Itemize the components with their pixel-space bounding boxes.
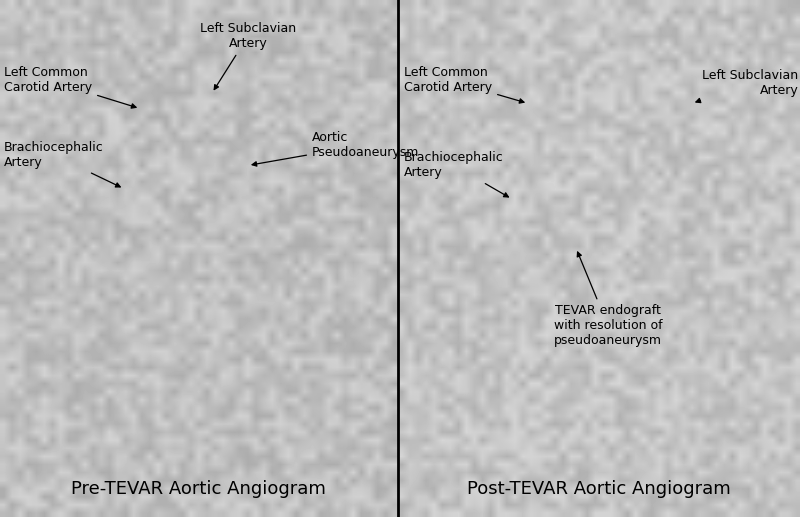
- Text: Brachiocephalic
Artery: Brachiocephalic Artery: [404, 151, 508, 197]
- Text: Left Subclavian
Artery: Left Subclavian Artery: [200, 22, 296, 89]
- Text: Pre-TEVAR Aortic Angiogram: Pre-TEVAR Aortic Angiogram: [71, 480, 326, 497]
- Text: Post-TEVAR Aortic Angiogram: Post-TEVAR Aortic Angiogram: [466, 480, 730, 497]
- Text: TEVAR endograft
with resolution of
pseudoaneurysm: TEVAR endograft with resolution of pseud…: [554, 252, 662, 347]
- Text: Brachiocephalic
Artery: Brachiocephalic Artery: [4, 141, 120, 187]
- Text: Left Common
Carotid Artery: Left Common Carotid Artery: [4, 66, 136, 108]
- Text: Left Subclavian
Artery: Left Subclavian Artery: [696, 69, 798, 102]
- Text: Aortic
Pseudoaneurysm: Aortic Pseudoaneurysm: [252, 131, 419, 166]
- Text: Left Common
Carotid Artery: Left Common Carotid Artery: [404, 66, 524, 103]
